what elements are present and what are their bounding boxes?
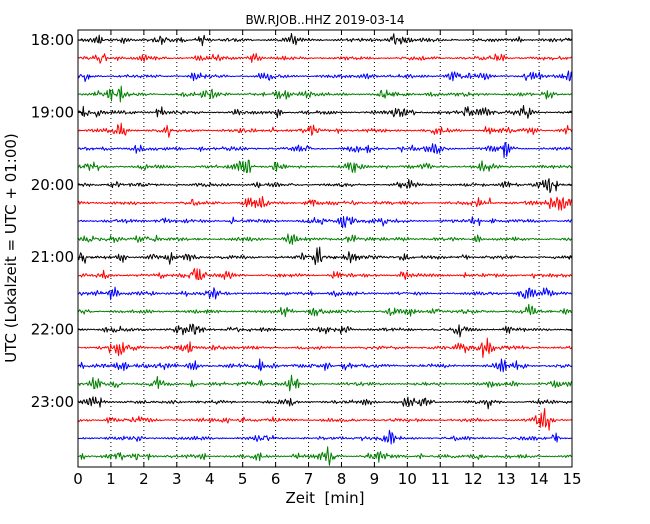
- seismic-trace: [77, 195, 573, 211]
- y-axis-label: UTC (Lokalzeit = UTC + 01:00): [2, 133, 20, 363]
- y-tick-label: 23:00: [31, 393, 74, 411]
- x-tick-label: 13: [497, 470, 516, 488]
- y-tick-label: 21:00: [31, 248, 74, 266]
- x-tick-label: 2: [139, 470, 149, 488]
- trace-layer: [77, 33, 573, 466]
- x-tick-label: 10: [398, 470, 417, 488]
- y-tick-label: 19:00: [31, 103, 74, 121]
- seismic-trace: [77, 337, 573, 358]
- seismic-trace: [77, 142, 573, 159]
- seismic-trace: [77, 396, 573, 410]
- x-tick-label: 14: [530, 470, 549, 488]
- seismic-trace: [77, 446, 573, 466]
- seismic-trace: [77, 33, 573, 47]
- x-tick-label: 6: [271, 470, 281, 488]
- x-tick-label: 1: [106, 470, 116, 488]
- seismic-trace: [77, 104, 573, 119]
- seismic-trace: [77, 122, 573, 138]
- seismic-trace: [77, 233, 573, 245]
- seismic-trace: [77, 246, 573, 266]
- y-tick-label: 20:00: [31, 176, 74, 194]
- grid-layer: [110, 30, 540, 467]
- seismic-trace: [77, 216, 573, 229]
- x-tick-label: 9: [370, 470, 380, 488]
- seismic-trace: [77, 374, 573, 392]
- seismic-trace: [77, 358, 573, 373]
- x-tick-label: 0: [73, 470, 83, 488]
- x-tick-label: 4: [205, 470, 215, 488]
- x-tick-label: 5: [238, 470, 248, 488]
- seismic-trace: [77, 85, 573, 103]
- x-tick-label: 3: [172, 470, 182, 488]
- seismic-trace: [77, 70, 573, 83]
- y-tick-label: 22:00: [31, 321, 74, 339]
- seismic-trace: [77, 268, 573, 281]
- chart-title: BW.RJOB..HHZ 2019-03-14: [245, 13, 404, 27]
- x-tick-label: 15: [562, 470, 581, 488]
- x-tick-label: 8: [337, 470, 347, 488]
- seismic-trace: [77, 303, 573, 318]
- seismic-trace: [77, 286, 573, 301]
- seismic-trace: [77, 178, 573, 194]
- x-tick-label: 11: [431, 470, 450, 488]
- seismic-trace: [77, 407, 573, 431]
- seismic-trace: [77, 159, 573, 174]
- x-axis-label: Zeit [min]: [285, 489, 364, 507]
- seismic-trace: [77, 323, 573, 338]
- x-tick-label: 12: [464, 470, 483, 488]
- seismic-trace: [77, 429, 573, 445]
- plot-frame: [77, 29, 573, 468]
- y-tick-label: 18:00: [31, 31, 74, 49]
- tick-layer: 0 1 2 3 4 5 6 7 8 9 10 11 12 13 14 1518:0019:0020:0021:…: [31, 30, 582, 488]
- seismic-trace: [77, 53, 573, 64]
- x-tick-label: 7: [304, 470, 314, 488]
